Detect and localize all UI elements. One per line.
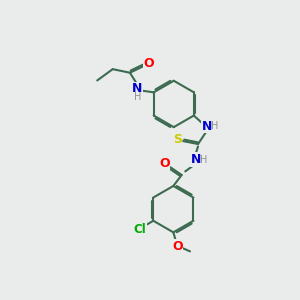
Text: S: S [173, 134, 182, 146]
Text: N: N [132, 82, 142, 95]
Text: O: O [144, 57, 154, 70]
Text: H: H [200, 154, 207, 164]
Text: N: N [202, 120, 212, 133]
Text: H: H [134, 92, 141, 101]
Text: Cl: Cl [134, 223, 147, 236]
Text: O: O [159, 157, 170, 169]
Text: N: N [190, 153, 201, 166]
Text: H: H [211, 121, 218, 131]
Text: O: O [172, 239, 183, 253]
